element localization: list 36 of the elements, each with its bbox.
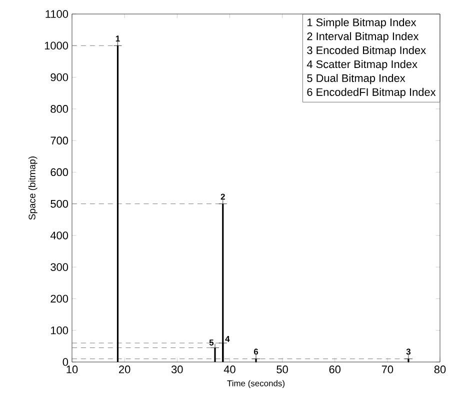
y-tick-label: 1000	[44, 42, 68, 50]
y-tick-label: 300	[50, 263, 68, 271]
annotation: 4 Scatter Bitmap Index	[306, 60, 418, 70]
x-tick-label: 70	[382, 366, 394, 374]
y-tick-label: 200	[50, 294, 68, 303]
y-axis-title: Space (bitmap)	[28, 156, 38, 220]
point	[252, 354, 260, 364]
y-tick-label: 500	[50, 200, 68, 208]
annotation: 1	[116, 36, 120, 42]
y-tick-label: 700	[50, 136, 68, 144]
annotation: 4	[225, 336, 230, 342]
y-tick-label: 400	[50, 232, 68, 240]
y-tick-label: 0	[62, 358, 68, 366]
x-tick-label: 60	[329, 366, 341, 374]
x-tick-label: 20	[119, 366, 130, 374]
annotation: 1 Simple Bitmap Index	[308, 18, 416, 28]
annotation: 5	[209, 340, 214, 346]
annotation: 6 EncodedFI Bitmap Index	[307, 88, 436, 98]
point	[404, 354, 413, 364]
y-tick-label: 100	[51, 326, 68, 334]
x-tick-label: 30	[171, 366, 183, 374]
annotation: 3 Encoded Bitmap Index	[307, 46, 426, 56]
y-tick-label: 900	[50, 73, 68, 82]
x-axis-title: Time (seconds)	[227, 380, 284, 388]
annotation: 2	[220, 194, 225, 200]
x-tick-label: 10	[66, 366, 78, 374]
annotation: 3	[406, 348, 411, 355]
x-tick-label: 40	[224, 366, 236, 374]
y-tick-label: 600	[50, 168, 68, 176]
annotation: 5 Dual Bitmap Index	[307, 74, 406, 84]
y-tick-label: 1100	[46, 10, 68, 18]
x-tick-label: 50	[276, 366, 288, 374]
y-tick-label: 800	[50, 105, 68, 113]
annotation: 6	[254, 348, 258, 355]
x-tick-label: 80	[434, 366, 446, 374]
annotation: 2 Interval Bitmap Index	[307, 32, 419, 42]
